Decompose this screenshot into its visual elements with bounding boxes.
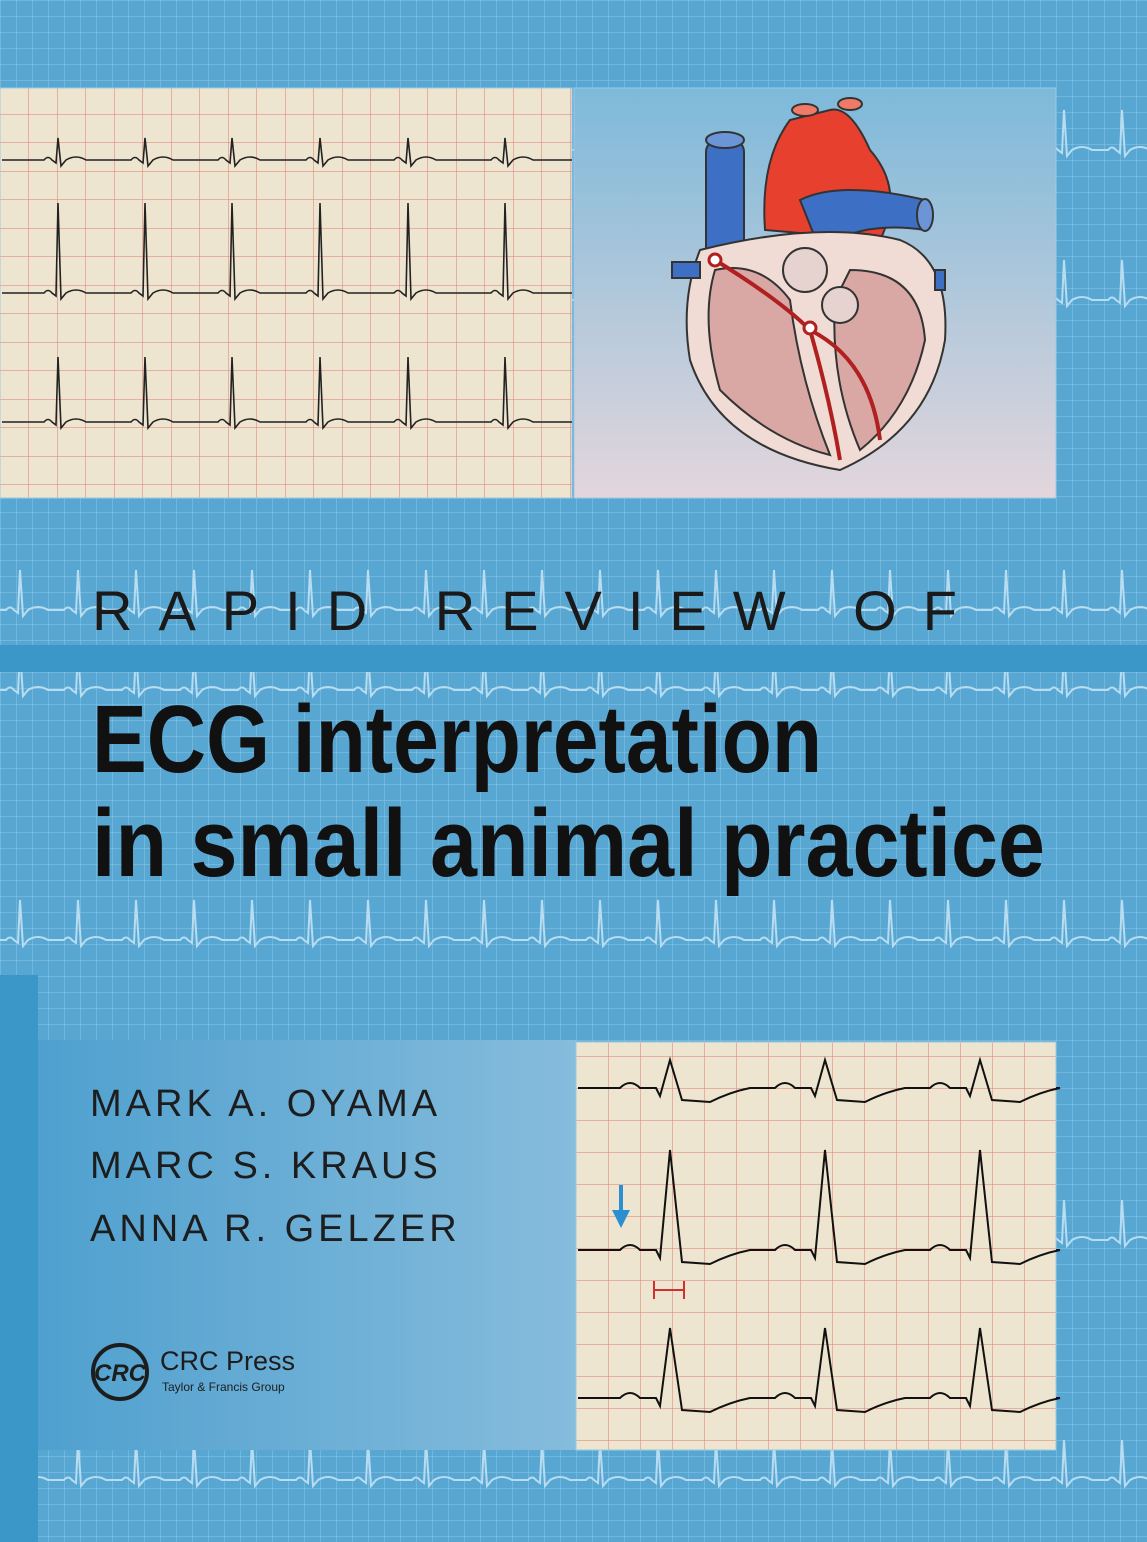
publisher-name: CRC Press [160, 1346, 295, 1376]
publisher-logo: CRC [91, 1343, 149, 1401]
ecg-trace [0, 569, 1147, 619]
ecg-trace [0, 899, 1147, 949]
left-strip [0, 975, 38, 1542]
ecg-trace [578, 1149, 1061, 1266]
title-band [0, 645, 1147, 672]
ecg-trace [2, 202, 572, 302]
main-title-line: in small animal practice [92, 790, 1045, 897]
author: MARC S. KRAUS [90, 1145, 442, 1187]
ecg-trace [2, 137, 572, 168]
annotation-arrow [612, 1185, 630, 1228]
author-panel [38, 1040, 576, 1450]
ecg-trace [0, 649, 1147, 699]
author: ANNA R. GELZER [90, 1208, 461, 1250]
main-title-line: ECG interpretation [92, 686, 822, 793]
heart-illustration [671, 97, 947, 472]
author: MARK A. OYAMA [90, 1083, 441, 1125]
ecg-trace [578, 1056, 1061, 1104]
ecg-traces-bottom [578, 1056, 1061, 1414]
interval-marker [653, 1281, 685, 1299]
ecg-trace [2, 356, 572, 431]
ecg-trace [0, 1439, 1147, 1489]
ecg-traces-top [2, 137, 572, 431]
series-title: RAPID REVIEW OF [92, 579, 983, 642]
publisher-group: Taylor & Francis Group [162, 1380, 285, 1394]
logo-text: CRC [94, 1360, 147, 1387]
ecg-trace [578, 1327, 1061, 1414]
